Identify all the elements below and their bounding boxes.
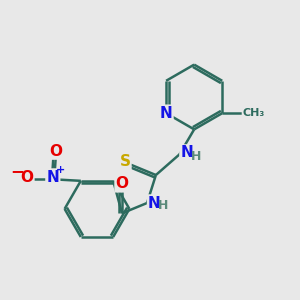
Text: −: − — [11, 162, 24, 180]
Text: N: N — [160, 106, 172, 121]
Text: N: N — [46, 169, 59, 184]
Text: N: N — [148, 196, 161, 211]
Text: H: H — [190, 150, 201, 163]
Text: N: N — [180, 146, 193, 160]
Text: CH₃: CH₃ — [243, 108, 265, 118]
Text: H: H — [158, 200, 168, 212]
Text: O: O — [49, 144, 62, 159]
Text: O: O — [116, 176, 128, 191]
Text: S: S — [119, 154, 130, 169]
Text: O: O — [20, 170, 33, 185]
Text: +: + — [56, 165, 65, 175]
